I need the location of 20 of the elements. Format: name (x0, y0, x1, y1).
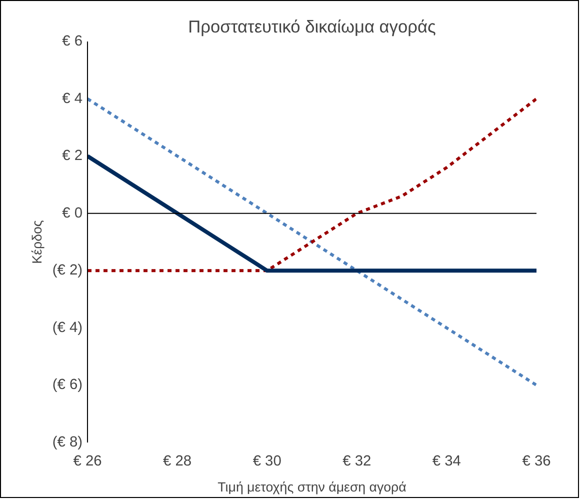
y-tick-label: € 6 (62, 34, 82, 50)
chart-title: Προστατευτικό δικαίωμα αγοράς (188, 16, 436, 36)
x-axis-title: Τιμή μετοχής στην άμεση αγορά (218, 480, 407, 494)
x-tick-label: € 26 (73, 454, 102, 470)
y-tick-label: (€ 6) (52, 377, 83, 394)
y-tick-label: € 0 (62, 205, 82, 222)
y-tick-label: (€ 4) (52, 320, 83, 336)
line-series (88, 97, 536, 272)
x-tick-label: € 28 (163, 454, 192, 470)
y-tick-label: € 2 (62, 148, 82, 164)
x-tick-label: € 36 (522, 454, 551, 470)
y-axis-title: Κέρδος (29, 220, 44, 264)
y-tick-label: (€ 8) (52, 434, 83, 450)
x-tick-label: € 34 (432, 454, 461, 470)
line-series (88, 154, 536, 273)
x-tick-label: € 32 (342, 454, 372, 470)
line-series (88, 97, 536, 387)
y-tick-label: € 4 (62, 90, 82, 107)
x-tick-label: € 30 (252, 454, 282, 470)
y-tick-label: (€ 2) (52, 262, 83, 279)
